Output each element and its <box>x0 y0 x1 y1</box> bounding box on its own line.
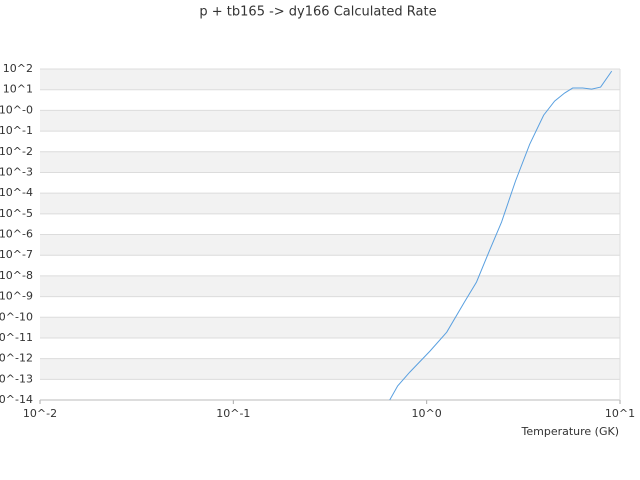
grid-band <box>40 358 620 380</box>
y-tick-label: 10^-14 <box>0 393 33 406</box>
y-tick-label: 10^-8 <box>0 269 33 282</box>
y-tick-label: 10^-0 <box>0 103 33 116</box>
y-tick-label: 10^-11 <box>0 331 33 344</box>
y-tick-label: 10^2 <box>3 62 33 75</box>
grid-band <box>40 69 620 90</box>
x-tick-label: 10^1 <box>605 407 635 420</box>
y-tick-label: 10^-9 <box>0 290 33 303</box>
data-line <box>389 70 613 401</box>
y-tick-label: 10^-10 <box>0 310 33 323</box>
y-tick-label: 10^1 <box>3 83 33 96</box>
y-tick-label: 10^-12 <box>0 352 33 365</box>
y-tick-label: 10^-2 <box>0 145 33 158</box>
x-tick-label: 10^-1 <box>216 407 250 420</box>
grid-band <box>40 234 620 256</box>
x-tick-label: 10^0 <box>412 407 442 420</box>
y-tick-label: 10^-5 <box>0 207 33 220</box>
grid-band <box>40 151 620 173</box>
grid-band <box>40 275 620 297</box>
x-tick-label: 10^-2 <box>23 407 57 420</box>
grid-band <box>40 193 620 214</box>
grid-band <box>40 317 620 338</box>
y-tick-label: 10^-3 <box>0 165 33 178</box>
y-tick-label: 10^-7 <box>0 248 33 261</box>
y-tick-label: 10^-4 <box>0 186 33 199</box>
y-tick-label: 10^-1 <box>0 124 33 137</box>
x-axis-label: Temperature (GK) <box>521 425 620 438</box>
grid-band <box>40 110 620 132</box>
y-tick-label: 10^-6 <box>0 228 33 241</box>
y-tick-label: 10^-13 <box>0 372 33 385</box>
chart-title: p + tb165 -> dy166 Calculated Rate <box>199 5 436 20</box>
